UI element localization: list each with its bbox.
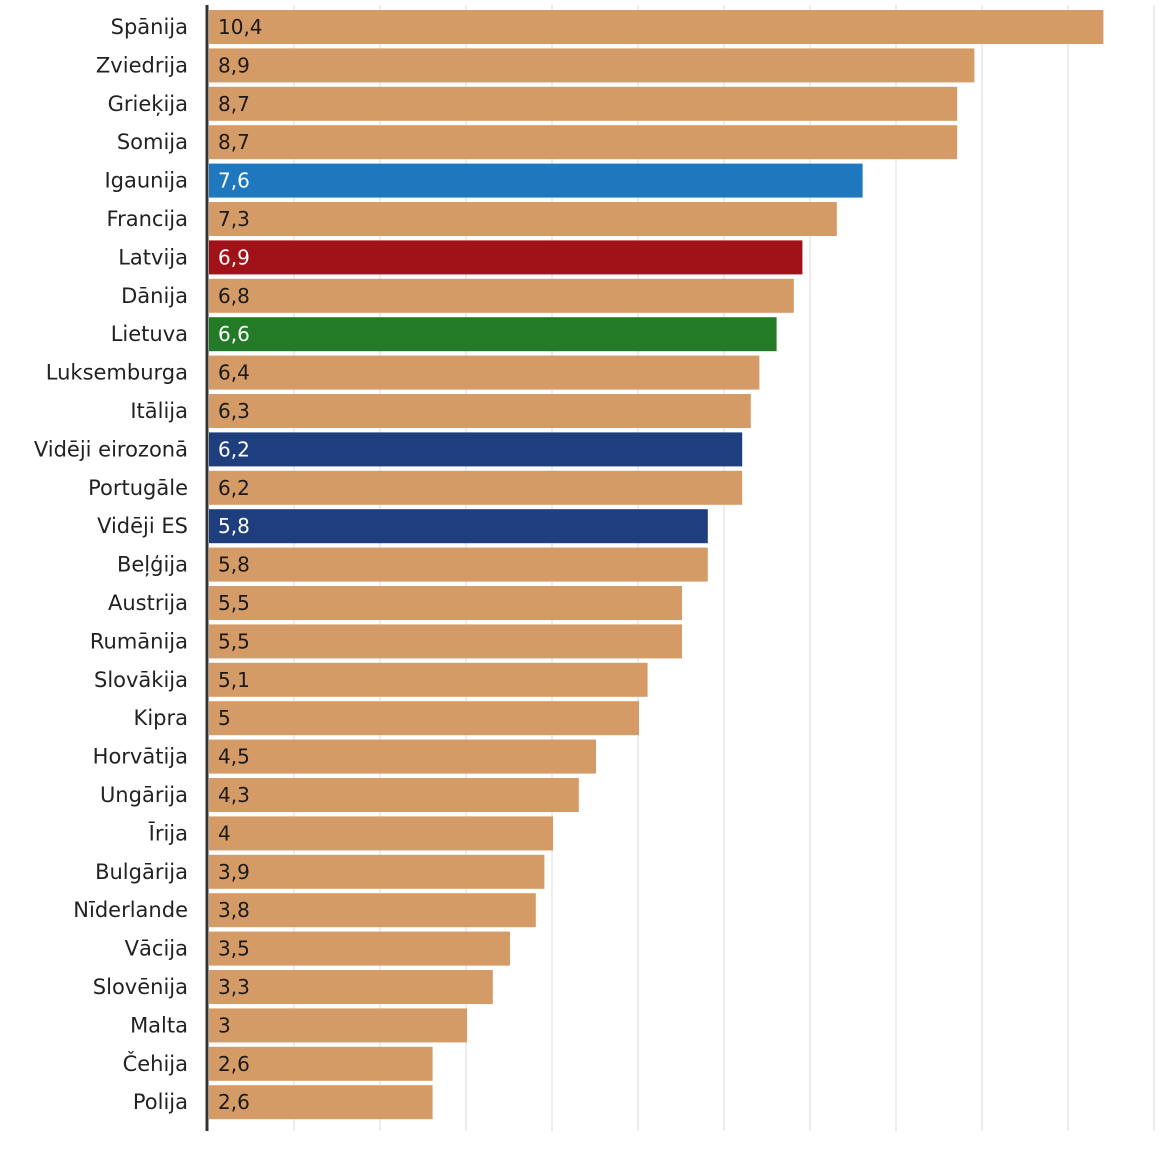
category-label: Beļģija (117, 553, 188, 577)
bar-danija (209, 278, 794, 313)
value-label: 2,6 (218, 1090, 250, 1114)
category-label: Vidēji ES (97, 514, 188, 538)
category-label: Polija (133, 1090, 188, 1114)
bar-francija (209, 202, 837, 236)
value-label: 3,9 (218, 860, 250, 884)
value-label: 3 (218, 1013, 231, 1037)
category-label: Īrija (149, 821, 188, 845)
value-label: 5,1 (218, 668, 250, 692)
value-label: 5,8 (218, 553, 250, 577)
bar-vacija (209, 931, 510, 966)
bar-igaunija (209, 163, 863, 198)
value-label: 5,5 (218, 629, 250, 653)
category-label: Zviedrija (96, 53, 188, 77)
bar-spanija (209, 10, 1104, 44)
value-label: 5,8 (218, 514, 250, 538)
category-label: Čehija (123, 1051, 188, 1076)
category-label: Kipra (134, 706, 188, 730)
value-label: 2,6 (218, 1052, 250, 1076)
category-label: Slovēnija (93, 975, 188, 999)
bar-italija (209, 394, 751, 428)
bar-kipra (209, 701, 639, 736)
bar-luksemburga (209, 355, 760, 390)
category-label: Spānija (111, 15, 188, 39)
bar-rumanija (209, 624, 682, 659)
bar-polija (209, 1085, 433, 1120)
category-label: Latvija (118, 245, 188, 269)
category-label: Vācija (125, 937, 188, 961)
category-label: Luksemburga (46, 361, 188, 385)
value-label: 8,9 (218, 53, 250, 77)
value-label: 6,6 (218, 322, 250, 346)
bar-griekija (209, 86, 958, 121)
value-label: 6,2 (218, 476, 250, 500)
bar-somija (209, 125, 958, 160)
bar-slovenija (209, 970, 493, 1004)
category-label: Slovākija (94, 668, 188, 692)
category-label: Nīderlande (73, 898, 188, 922)
bar-irija (209, 816, 553, 851)
bar-videji-eirozona (209, 432, 743, 467)
bar-cehija (209, 1046, 433, 1081)
category-label: Horvātija (93, 745, 188, 769)
category-label: Igaunija (104, 169, 188, 193)
value-label: 4 (218, 821, 231, 845)
bar-niderlande (209, 893, 536, 928)
value-label: 5,5 (218, 591, 250, 615)
value-label: 6,2 (218, 437, 250, 461)
bar-belgija (209, 547, 708, 582)
value-label: 6,4 (218, 361, 250, 385)
bar-zviedrija (209, 48, 975, 83)
value-label: 3,8 (218, 898, 250, 922)
bar-latvija (209, 240, 803, 275)
value-label: 7,6 (218, 169, 250, 193)
value-label: 6,3 (218, 399, 250, 423)
category-label: Francija (107, 207, 188, 231)
category-label: Dānija (121, 284, 188, 308)
bar-lietuva (209, 317, 777, 352)
category-label: Somija (117, 130, 188, 154)
bar-videji-es (209, 509, 708, 544)
value-label: 4,5 (218, 745, 250, 769)
value-label: 4,3 (218, 783, 250, 807)
category-label: Austrija (108, 591, 188, 615)
value-label: 3,3 (218, 975, 250, 999)
value-label: 7,3 (218, 207, 250, 231)
bar-portugale (209, 470, 743, 505)
category-label: Ungārija (100, 783, 188, 807)
bar-ungarija (209, 778, 579, 812)
category-label: Lietuva (111, 322, 188, 346)
value-label: 10,4 (218, 15, 263, 39)
bar-austrija (209, 586, 682, 620)
value-label: 6,9 (218, 245, 250, 269)
category-label: Grieķija (108, 92, 188, 116)
category-labels: Spānija Zviedrija Grieķija Somija Igaunija Fr… (34, 15, 188, 1114)
value-label: 8,7 (218, 92, 250, 116)
category-label: Malta (130, 1013, 188, 1037)
category-label: Bulgārija (95, 860, 188, 884)
value-label: 8,7 (218, 130, 250, 154)
bar-malta (209, 1008, 467, 1043)
bar-bulgarija (209, 854, 545, 889)
category-label: Rumānija (90, 629, 188, 653)
bar-horvatija (209, 739, 596, 774)
value-label: 3,5 (218, 937, 250, 961)
category-label: Itālija (130, 399, 188, 423)
value-labels: 10,4 8,9 8,7 8,7 7,6 7,3 6,9 6,8 6,6 6,4 6,3 6,2 6,2… (218, 15, 263, 1114)
category-label: Portugāle (88, 476, 188, 500)
value-label: 6,8 (218, 284, 250, 308)
value-label: 5 (218, 706, 231, 730)
bar-slovakija (209, 662, 648, 697)
category-label: Vidēji eirozonā (34, 437, 188, 461)
bars (209, 10, 1104, 1120)
